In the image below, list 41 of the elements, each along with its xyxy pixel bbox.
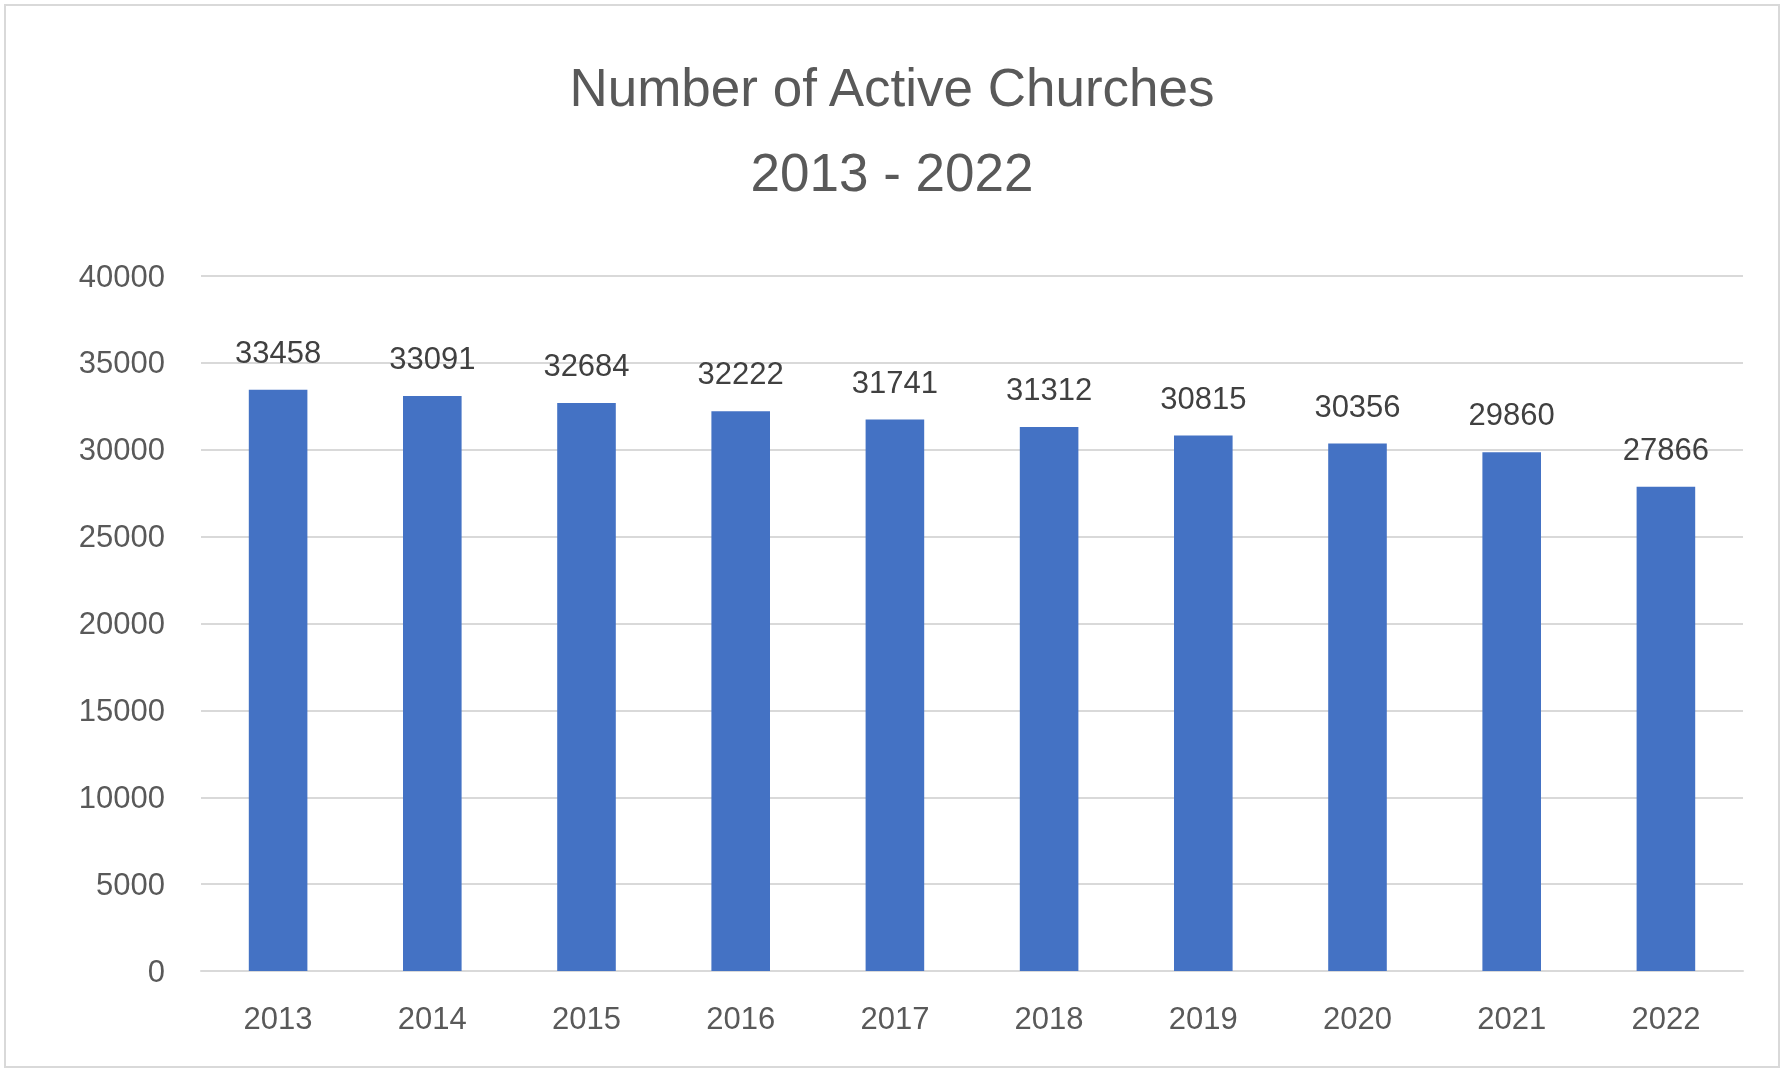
data-label: 30356 bbox=[1314, 388, 1401, 424]
y-tick-label: 30000 bbox=[78, 432, 165, 468]
x-tick-label: 2020 bbox=[1323, 1001, 1392, 1036]
y-tick-label: 25000 bbox=[78, 519, 165, 555]
bar bbox=[865, 419, 925, 971]
y-tick-label: 35000 bbox=[78, 345, 165, 381]
data-label: 27866 bbox=[1622, 431, 1710, 467]
x-tick-label: 2018 bbox=[1014, 1001, 1084, 1036]
y-tick-label: 40000 bbox=[78, 258, 165, 294]
chart-title: Number of Active Churches bbox=[569, 58, 1215, 117]
chart-subtitle: 2013 - 2022 bbox=[750, 143, 1034, 202]
bar bbox=[1636, 486, 1696, 971]
data-label: 32222 bbox=[697, 356, 784, 392]
x-tick-label: 2013 bbox=[243, 1001, 313, 1036]
y-tick-label: 0 bbox=[147, 953, 165, 989]
y-tick-label: 10000 bbox=[78, 779, 165, 815]
y-tick-label: 15000 bbox=[78, 692, 165, 728]
bar bbox=[403, 396, 462, 971]
bar bbox=[711, 411, 770, 971]
bar bbox=[1328, 443, 1387, 971]
y-tick-label: 5000 bbox=[96, 866, 165, 902]
data-label: 31312 bbox=[1005, 371, 1093, 407]
x-tick-label: 2015 bbox=[552, 1001, 621, 1036]
data-label: 29860 bbox=[1468, 397, 1555, 433]
bar bbox=[557, 403, 616, 971]
data-label: 30815 bbox=[1160, 380, 1247, 416]
x-tick-label: 2019 bbox=[1168, 1001, 1238, 1036]
data-label: 32684 bbox=[543, 348, 630, 384]
bar bbox=[1174, 435, 1233, 971]
data-label: 33091 bbox=[389, 341, 476, 377]
bar bbox=[1019, 426, 1079, 971]
data-label: 33458 bbox=[234, 334, 322, 370]
data-label: 31741 bbox=[851, 364, 939, 400]
x-tick-label: 2022 bbox=[1631, 1001, 1701, 1036]
x-tick-label: 2016 bbox=[706, 1001, 776, 1036]
bar bbox=[248, 389, 308, 971]
x-tick-label: 2014 bbox=[397, 1001, 467, 1036]
bar bbox=[1482, 452, 1541, 971]
y-tick-label: 20000 bbox=[78, 606, 165, 641]
x-tick-label: 2017 bbox=[860, 1001, 930, 1036]
x-tick-label: 2021 bbox=[1477, 1001, 1547, 1036]
